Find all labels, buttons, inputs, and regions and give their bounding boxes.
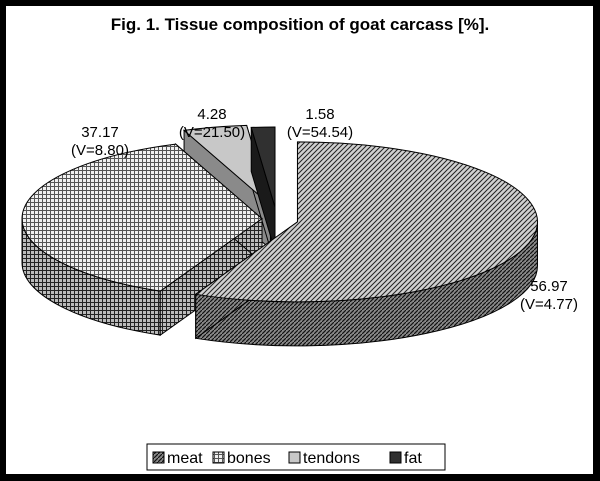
pie-chart: Fig. 1. Tissue composition of goat carca… [21, 15, 578, 471]
chart-panel: Fig. 1. Tissue composition of goat carca… [6, 6, 593, 474]
value-label-bones: 37.17 [81, 124, 119, 141]
legend-label-tendons: tendons [303, 450, 360, 467]
slice-top-meat [194, 141, 538, 303]
cv-label-meat: (V=4.77) [520, 296, 578, 313]
legend-swatch-fat [389, 451, 402, 464]
slice-fat [250, 126, 276, 252]
cv-label-tendons: (V=21.50) [179, 124, 245, 141]
slice-meat [194, 141, 538, 347]
data-labels: 56.97(V=4.77) 37.17(V=8.80) 4.28(V=21.50) 1… [71, 106, 578, 313]
slice-bones [21, 142, 263, 337]
cv-label-bones: (V=8.80) [71, 142, 129, 159]
legend-swatch-tendons [288, 451, 301, 464]
slice-top-fat [250, 126, 276, 208]
value-label-fat: 1.58 [305, 106, 334, 123]
slice-top-bones [21, 143, 263, 292]
legend: meat bones tendons fat [146, 443, 446, 471]
legend-label-fat: fat [404, 450, 422, 467]
pie-slices [21, 124, 538, 347]
legend-label-meat: meat [167, 450, 203, 467]
slice-top-tendons [182, 124, 272, 207]
legend-label-bones: bones [227, 450, 271, 467]
legend-swatch-meat [152, 451, 165, 464]
value-label-tendons: 4.28 [197, 106, 226, 123]
value-label-meat: 56.97 [530, 278, 568, 295]
cv-label-fat: (V=54.54) [287, 124, 353, 141]
chart-title: Fig. 1. Tissue composition of goat carca… [111, 15, 490, 34]
legend-swatch-bones [212, 451, 225, 464]
